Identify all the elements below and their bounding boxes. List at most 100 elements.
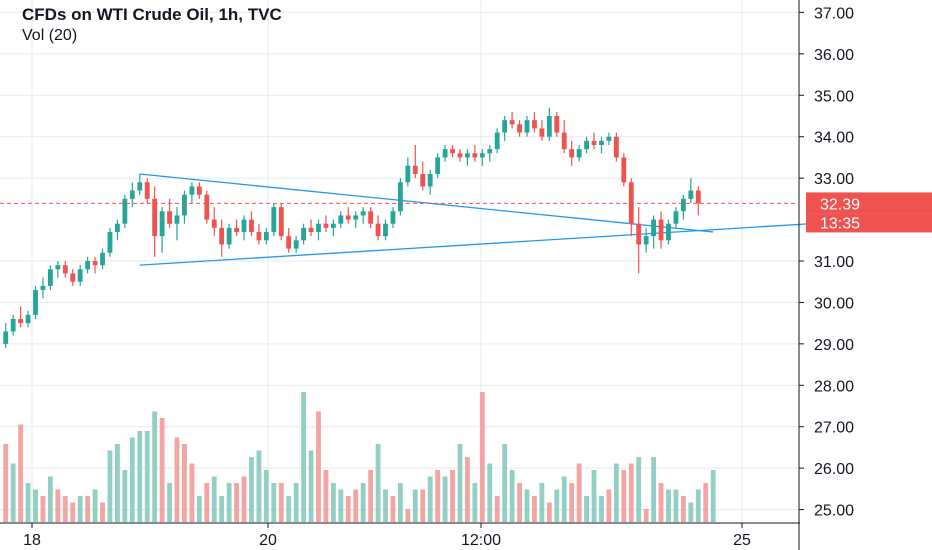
candle-body-21: [159, 211, 165, 237]
candles[interactable]: [3, 107, 701, 348]
price-tick-label-0: 37.00: [814, 5, 854, 22]
candle-body-86: [643, 236, 649, 245]
volume-bar-50: [375, 444, 381, 522]
price-tick-label-2: 35.00: [814, 88, 854, 105]
volume-bar-36: [271, 483, 277, 522]
last-price-tag: 32.39: [820, 196, 860, 213]
volume-bar-78: [584, 496, 589, 522]
volume-bar-42: [316, 411, 321, 522]
candle-body-22: [167, 211, 172, 224]
volume-bar-95: [710, 470, 716, 522]
candle-31: [234, 219, 239, 237]
volume-bar-79: [591, 470, 597, 522]
candle-58: [435, 153, 441, 179]
volume-bar-67: [502, 444, 508, 522]
time-tick-label-1: 20: [259, 532, 277, 549]
candle-82: [613, 132, 619, 162]
volume-bar-64: [479, 392, 485, 522]
candle-10: [77, 265, 83, 286]
candle-body-67: [502, 120, 508, 133]
candle-42: [316, 219, 321, 241]
candle-20: [152, 186, 158, 257]
candle-91: [680, 194, 686, 220]
candle-18: [137, 174, 143, 195]
volume-bar-11: [85, 496, 91, 522]
volume-bar-86: [643, 509, 649, 522]
candle-body-92: [688, 190, 694, 199]
candle-body-66: [494, 132, 500, 150]
volume-bar-83: [621, 470, 627, 522]
candle-body-89: [666, 223, 671, 241]
candle-81: [606, 132, 612, 145]
candle-1: [10, 314, 16, 336]
candle-body-30: [226, 227, 232, 245]
candle-body-59: [442, 149, 448, 158]
candle-77: [576, 145, 582, 162]
candle-76: [569, 140, 575, 166]
volume-bar-3: [25, 483, 31, 522]
volume-bar-26: [196, 496, 202, 522]
candle-body-29: [219, 227, 225, 245]
volume-bar-27: [204, 483, 210, 522]
candle-body-87: [651, 219, 657, 237]
candle-body-43: [323, 223, 329, 228]
candle-body-80: [599, 140, 604, 145]
candle-21: [159, 207, 165, 253]
candle-body-51: [383, 223, 388, 237]
volume-bar-33: [249, 457, 254, 522]
price-tags: 32.39 13:35: [806, 192, 932, 233]
candle-15: [115, 219, 120, 241]
volume-bar-24: [182, 444, 187, 522]
candle-body-65: [487, 149, 493, 154]
candle-body-46: [345, 215, 351, 220]
volume-bar-22: [167, 483, 172, 522]
candle-45: [338, 211, 344, 228]
volume-bar-54: [405, 509, 411, 522]
candle-38: [286, 227, 292, 253]
candle-body-55: [412, 165, 418, 174]
candle-0: [3, 323, 9, 348]
candle-body-85: [636, 223, 642, 245]
candle-51: [383, 219, 388, 241]
volume-bar-82: [613, 463, 619, 522]
candle-71: [532, 111, 537, 133]
volume-bar-0: [3, 444, 9, 522]
volume-bar-38: [286, 496, 292, 522]
candle-body-57: [427, 174, 433, 187]
candle-3: [25, 310, 31, 328]
volume-bar-61: [457, 444, 463, 522]
time-tick-label-0: 18: [23, 532, 41, 549]
candle-25: [189, 182, 195, 203]
candle-body-7: [55, 265, 61, 270]
candle-90: [673, 207, 679, 228]
volume-bar-93: [695, 489, 701, 522]
candle-28: [211, 207, 217, 237]
countdown-tag: 13:35: [820, 215, 860, 232]
trendline-0: [139, 173, 714, 233]
candle-body-44: [330, 223, 336, 228]
candle-body-45: [338, 215, 344, 224]
candle-85: [636, 207, 642, 274]
candle-body-68: [509, 120, 515, 125]
volume-bar-5: [40, 496, 46, 522]
time-tick-label-3: 25: [733, 532, 751, 549]
candle-34: [256, 223, 262, 245]
candle-67: [502, 116, 508, 141]
candle-66: [494, 128, 500, 154]
candle-body-4: [33, 290, 38, 315]
volume-bar-70: [524, 489, 530, 522]
candle-body-79: [591, 140, 597, 145]
candle-body-36: [271, 207, 277, 232]
volume-bar-51: [383, 489, 388, 522]
candle-48: [360, 207, 366, 224]
candle-6: [47, 265, 53, 290]
candle-body-56: [420, 174, 426, 187]
candle-53: [397, 178, 403, 216]
trendlines[interactable]: [139, 173, 811, 266]
candle-body-31: [234, 227, 239, 232]
candle-body-49: [368, 211, 374, 224]
candle-body-14: [107, 232, 113, 253]
volume-bar-62: [465, 457, 470, 522]
last-price-tag-bg: [806, 192, 932, 214]
